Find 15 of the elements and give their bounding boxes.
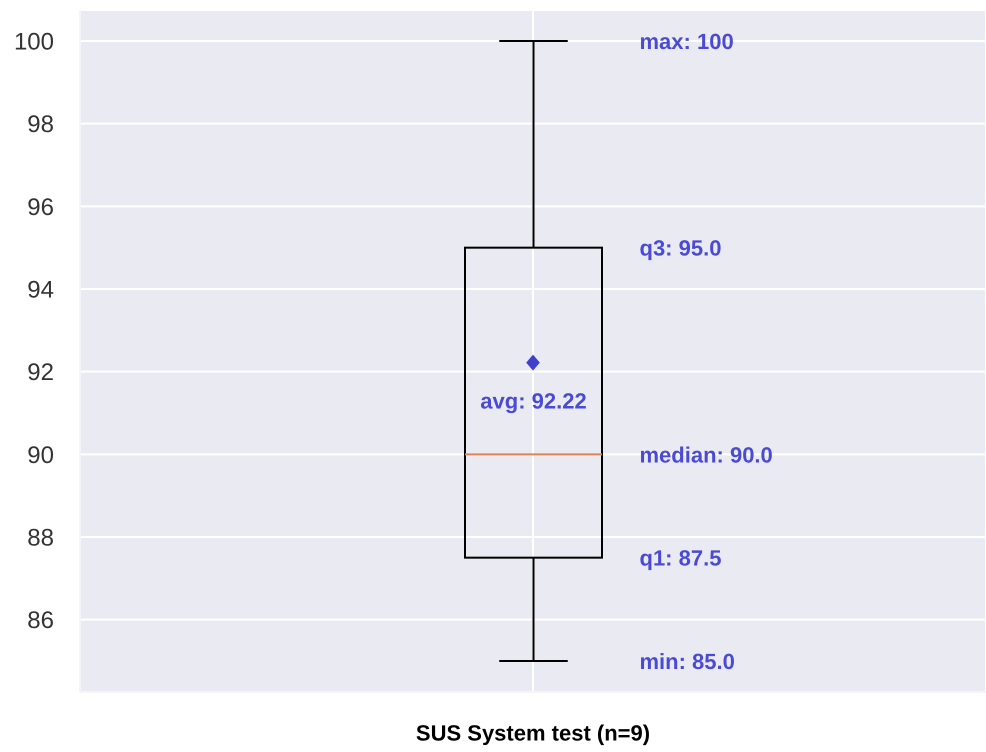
annotation: max: 100 (640, 28, 734, 54)
annotation: q3: 95.0 (640, 235, 722, 260)
y-tick-label: 100 (14, 28, 54, 56)
y-tick-label: 98 (27, 111, 54, 138)
annotation: q1: 87.5 (640, 545, 722, 570)
x-tick-label: SUS System test (n=9) (416, 720, 650, 746)
y-tick-label: 96 (27, 194, 54, 221)
annotation: median: 90.0 (640, 442, 773, 467)
annotation: avg: 92.22 (480, 388, 587, 414)
y-tick-label: 92 (27, 359, 54, 386)
y-tick-label: 94 (27, 276, 54, 304)
y-tick-label: 90 (27, 442, 54, 469)
y-tick-label: 88 (27, 524, 54, 552)
y-tick-label: 86 (27, 607, 54, 634)
annotation: min: 85.0 (640, 648, 735, 674)
